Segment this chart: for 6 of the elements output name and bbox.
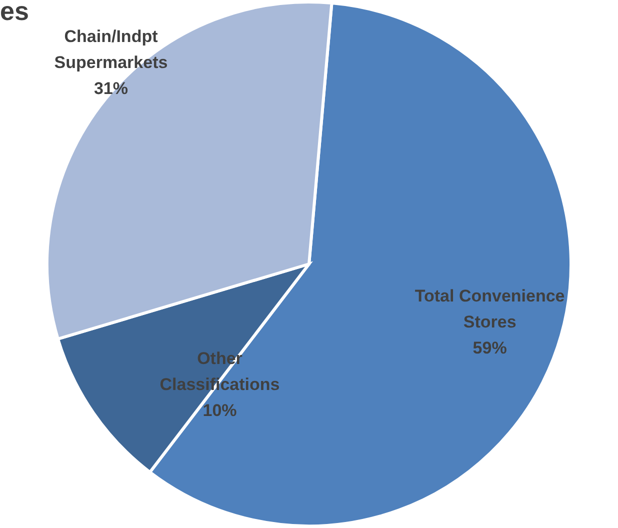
data-label: 31% bbox=[94, 78, 128, 98]
slice-label: Chain/Indpt Supermarkets bbox=[54, 26, 168, 72]
slice-label: Total Convenience Stores bbox=[414, 286, 565, 332]
data-label: 59% bbox=[472, 338, 507, 358]
chart-title: es bbox=[0, 0, 29, 26]
data-label: 10% bbox=[202, 401, 237, 420]
